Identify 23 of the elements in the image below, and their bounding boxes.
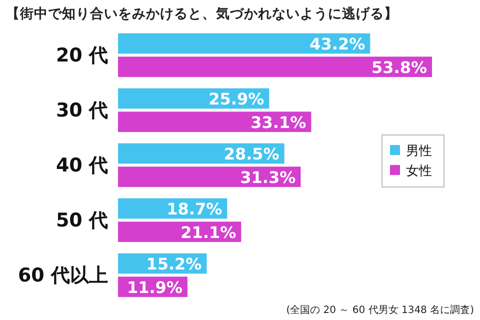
y-tick-label: 20 代 xyxy=(56,44,108,67)
data-label: 28.5% xyxy=(224,144,280,164)
legend-label: 女性 xyxy=(406,164,432,179)
text: (全国の 20 ～ 60 代男女 1348 名に調査) xyxy=(286,304,474,316)
bar xyxy=(118,112,312,132)
chart-title: 【街中で知り合いをみかけると、気づかれないように逃げる】 xyxy=(6,6,398,22)
bar xyxy=(118,56,432,77)
y-tick-label: 30 代 xyxy=(56,100,108,122)
legend-label: 男性 xyxy=(406,144,432,159)
data-label: 21.1% xyxy=(180,222,236,242)
data-label: 18.7% xyxy=(166,199,222,218)
bar xyxy=(118,166,301,187)
data-label: 53.8% xyxy=(371,58,427,77)
data-label: 43.2% xyxy=(310,34,366,54)
data-label: 31.3% xyxy=(240,168,296,187)
data-label: 25.9% xyxy=(208,89,264,108)
y-tick-label: 50 代 xyxy=(56,210,108,232)
y-tick-label: 60 代以上 xyxy=(18,264,108,287)
y-tick-label: 40 代 xyxy=(56,154,108,177)
data-label: 33.1% xyxy=(250,112,306,132)
data-label: 11.9% xyxy=(126,278,182,297)
bar xyxy=(118,33,370,54)
data-label: 15.2% xyxy=(146,254,202,274)
